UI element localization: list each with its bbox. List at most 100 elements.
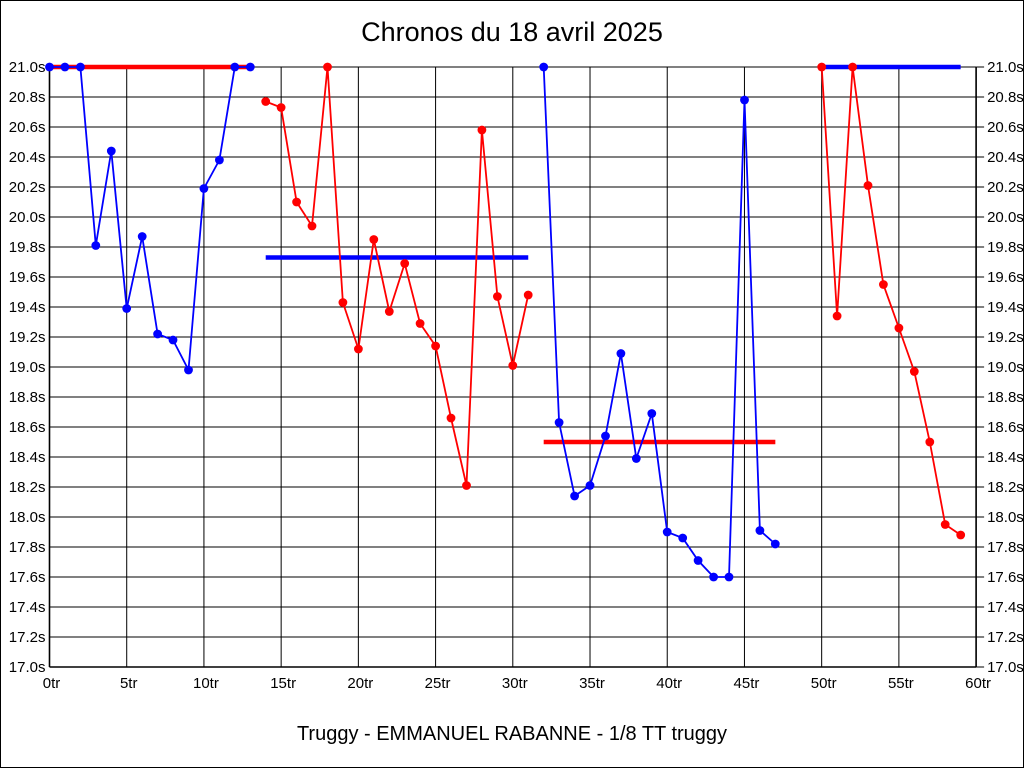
svg-text:18.0s: 18.0s [987, 509, 1024, 526]
svg-text:17.2s: 17.2s [987, 629, 1024, 646]
lap-point [199, 184, 209, 193]
lap-point [909, 367, 919, 376]
svg-text:17.0s: 17.0s [987, 659, 1024, 676]
svg-text:45tr: 45tr [734, 675, 760, 692]
svg-text:18.2s: 18.2s [9, 479, 46, 496]
svg-text:20tr: 20tr [347, 675, 373, 692]
svg-text:20.0s: 20.0s [987, 209, 1024, 226]
svg-text:20.6s: 20.6s [987, 119, 1024, 136]
svg-text:20.0s: 20.0s [9, 209, 46, 226]
lap-point [261, 97, 271, 106]
svg-text:17.6s: 17.6s [9, 569, 46, 586]
svg-text:10tr: 10tr [193, 675, 219, 692]
lap-point [570, 491, 579, 501]
svg-text:18.6s: 18.6s [9, 419, 46, 436]
svg-text:19.4s: 19.4s [987, 299, 1024, 316]
svg-text:18.4s: 18.4s [9, 449, 46, 466]
series-line [265, 66, 530, 486]
lap-point [245, 62, 255, 72]
lap-point [770, 539, 780, 549]
lap-point [384, 307, 394, 316]
lap-point [832, 311, 842, 321]
lap-point [894, 323, 904, 333]
svg-text:20.8s: 20.8s [9, 89, 46, 106]
svg-text:19.2s: 19.2s [987, 329, 1024, 346]
chart-title: Chronos du 18 avril 2025 [361, 17, 663, 47]
lap-point [431, 341, 440, 351]
svg-text:18.8s: 18.8s [9, 389, 46, 406]
series-stint-1-blue [45, 62, 255, 375]
lap-point [848, 62, 857, 72]
svg-text:25tr: 25tr [425, 675, 451, 692]
lap-point [153, 329, 163, 339]
svg-text:17.4s: 17.4s [9, 599, 46, 616]
svg-text:18.6s: 18.6s [987, 419, 1024, 436]
svg-text:17.6s: 17.6s [987, 569, 1024, 586]
lap-point [230, 62, 240, 72]
lap-point [709, 572, 718, 582]
lap-point [369, 235, 379, 244]
lap-point [585, 481, 595, 490]
lap-point [184, 365, 193, 375]
lap-point [323, 62, 332, 72]
svg-text:19.8s: 19.8s [9, 239, 46, 256]
grid-lines [49, 66, 985, 668]
svg-text:20.6s: 20.6s [9, 119, 46, 136]
lap-point [91, 241, 101, 250]
series-line [542, 66, 776, 578]
lap-point [647, 409, 657, 418]
svg-text:17.0s: 17.0s [9, 659, 46, 676]
svg-text:50tr: 50tr [811, 675, 837, 692]
svg-text:19.6s: 19.6s [987, 269, 1024, 286]
svg-text:17.8s: 17.8s [9, 539, 46, 556]
lap-point [307, 221, 317, 231]
lap-point [168, 335, 178, 345]
lap-point [755, 526, 765, 535]
svg-text:20.2s: 20.2s [9, 179, 46, 196]
svg-text:18.2s: 18.2s [987, 479, 1024, 496]
lap-point [76, 62, 85, 72]
svg-text:17.8s: 17.8s [987, 539, 1024, 556]
svg-text:5tr: 5tr [120, 675, 138, 692]
series-stint-3-blue [539, 62, 780, 582]
svg-text:20.4s: 20.4s [987, 149, 1024, 166]
svg-text:19.2s: 19.2s [9, 329, 46, 346]
svg-text:40tr: 40tr [656, 675, 682, 692]
axis-tick-labels: 17.0s 17.0s 17.2s 17.2s 17.4s 17.4s 17.6s 17.6s… [9, 59, 1024, 692]
lap-point [678, 533, 688, 543]
lap-point [215, 155, 224, 165]
svg-text:19.0s: 19.0s [987, 359, 1024, 376]
lap-point [122, 304, 132, 313]
lap-point [493, 292, 502, 301]
svg-text:20.4s: 20.4s [9, 149, 46, 166]
lap-point [354, 344, 363, 354]
lap-point [45, 62, 54, 72]
svg-text:20.2s: 20.2s [987, 179, 1024, 196]
lap-point [276, 103, 286, 112]
lap-point [415, 319, 425, 328]
svg-text:21.0s: 21.0s [9, 59, 46, 76]
lap-point [662, 527, 672, 537]
lap-point [925, 437, 935, 447]
svg-text:35tr: 35tr [579, 675, 605, 692]
lap-point [523, 290, 533, 300]
svg-text:18.8s: 18.8s [987, 389, 1024, 406]
lap-point [554, 418, 564, 427]
lap-point [338, 298, 348, 307]
svg-text:17.4s: 17.4s [987, 599, 1024, 616]
lap-point [693, 556, 703, 565]
lap-point [879, 280, 888, 289]
lap-point [137, 232, 147, 241]
svg-text:19.8s: 19.8s [987, 239, 1024, 256]
lap-point [616, 349, 626, 358]
series-line [820, 66, 962, 536]
lap-point [477, 125, 487, 135]
lap-point [292, 197, 301, 207]
lap-point [724, 572, 734, 582]
lap-point [508, 361, 518, 370]
lap-point [446, 413, 456, 423]
series-stint-2-red [261, 62, 533, 490]
lap-point [400, 259, 410, 268]
lap-point [740, 95, 749, 105]
